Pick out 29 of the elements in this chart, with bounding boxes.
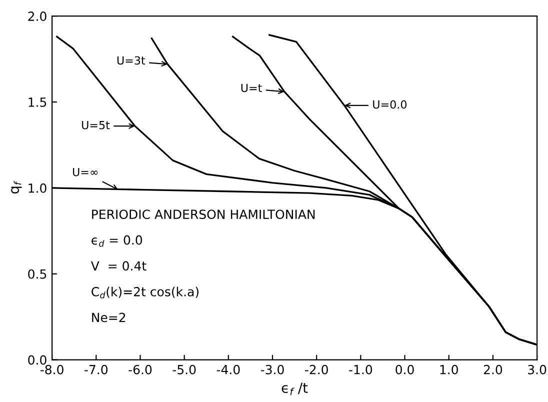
x-axis-title: ϵ$_{f}$ /t — [282, 382, 308, 396]
x-tick-label: -2.0 — [305, 364, 328, 374]
y-axis-title: q$_{f}$ — [11, 180, 22, 194]
x-tick-label: 1.0 — [440, 364, 458, 374]
annotation: U=∞ — [73, 168, 98, 176]
annotation: ϵ$_{d}$ = 0.0 — [92, 235, 142, 247]
y-tick-label: 0.5 — [28, 269, 46, 279]
annotation: U=t — [241, 84, 262, 92]
x-tick-label: 2.0 — [484, 364, 502, 374]
x-tick-label: -6.0 — [128, 364, 152, 374]
y-tick-label: 1.0 — [28, 183, 46, 193]
x-tick-label: 3.0 — [528, 364, 546, 374]
x-tick-label: -8.0 — [40, 364, 64, 374]
annotation: PERIODIC ANDERSON HAMILTONIAN — [92, 210, 315, 220]
x-tick-label: -3.0 — [260, 364, 284, 374]
y-tick-label: 0.0 — [28, 355, 46, 365]
x-tick-label: -4.0 — [216, 364, 240, 374]
x-tick-label: -5.0 — [172, 364, 196, 374]
annotation: U=3t — [117, 56, 146, 65]
annotation: C$_{d}$(k)=2t cos(k.a) — [92, 286, 198, 298]
annotation: U=5t — [82, 121, 110, 130]
annotation: V = 0.4t — [90, 261, 146, 271]
annotation: U=0.0 — [373, 100, 407, 109]
x-tick-label: 0.0 — [396, 364, 414, 374]
x-tick-label: -7.0 — [84, 364, 108, 374]
y-tick-label: 1.5 — [28, 98, 46, 107]
x-tick-label: -1.0 — [349, 364, 372, 374]
y-tick-label: 2.0 — [28, 12, 46, 22]
annotation: Ne=2 — [92, 312, 126, 322]
